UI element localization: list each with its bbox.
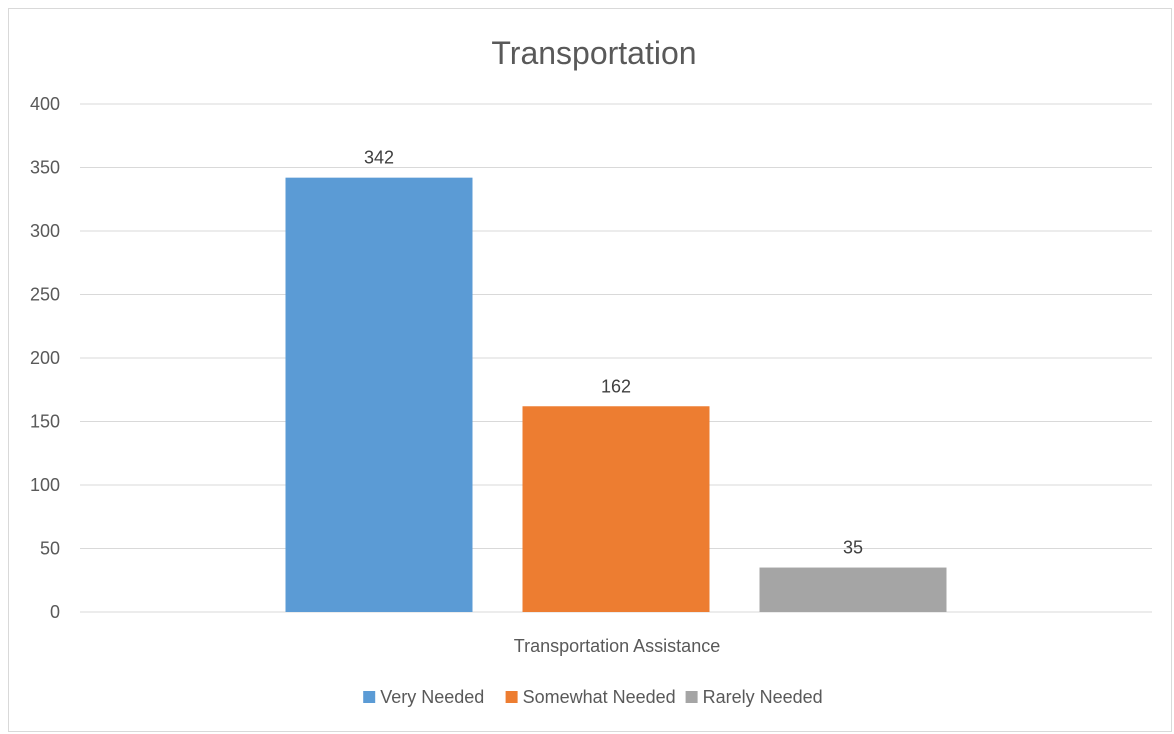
gridlines [80,103,1152,613]
y-tick-label: 50 [40,539,60,559]
x-category-label: Transportation Assistance [514,636,720,656]
y-tick-label: 200 [30,348,60,368]
y-tick-label: 300 [30,221,60,241]
legend-swatch [685,691,698,703]
data-label: 35 [843,538,863,558]
y-tick-label: 350 [30,158,60,178]
data-label: 342 [364,148,394,168]
legend-label: Rarely Needed [703,687,823,707]
y-tick-label: 0 [50,602,60,622]
legend-label: Somewhat Needed [523,687,676,707]
y-tick-label: 150 [30,412,60,432]
y-tick-label: 400 [30,94,60,114]
y-tick-label: 100 [30,475,60,495]
data-label: 162 [601,376,631,396]
legend-label: Very Needed [380,687,484,707]
data-labels: 342 162 35 [364,148,863,558]
legend-item-rarely-needed: Rarely Needed [685,687,823,707]
y-axis: 0 50 100 150 200 250 300 350 400 [30,94,60,622]
y-tick-label: 250 [30,285,60,305]
legend-swatch [505,691,518,703]
chart-title: Transportation [491,35,696,71]
legend-item-somewhat-needed: Somewhat Needed [505,687,676,707]
bars [285,177,947,612]
legend-item-very-needed: Very Needed [363,687,484,707]
bar-somewhat-needed [522,406,710,612]
legend: Very Needed Somewhat Needed Rarely Needed [363,687,823,707]
bar-rarely-needed [759,567,947,612]
bar-very-needed [285,177,473,612]
legend-swatch [363,691,376,703]
